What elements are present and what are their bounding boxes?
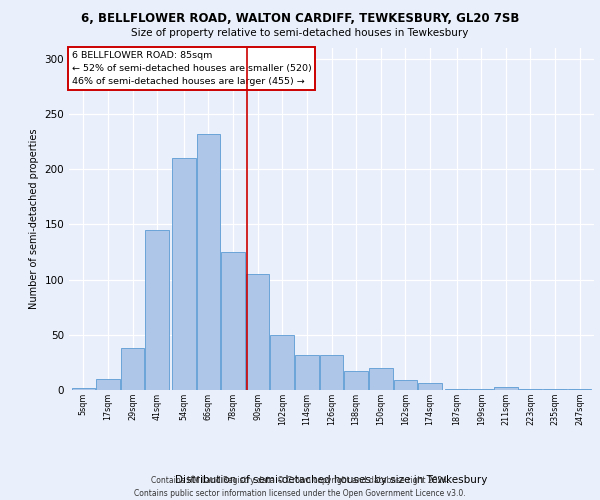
Text: Size of property relative to semi-detached houses in Tewkesbury: Size of property relative to semi-detach…: [131, 28, 469, 38]
Bar: [394, 380, 417, 390]
Text: 6, BELLFLOWER ROAD, WALTON CARDIFF, TEWKESBURY, GL20 7SB: 6, BELLFLOWER ROAD, WALTON CARDIFF, TEWK…: [81, 12, 519, 26]
Bar: [172, 158, 196, 390]
Bar: [121, 348, 145, 390]
Bar: [197, 134, 220, 390]
Bar: [518, 389, 542, 390]
Bar: [145, 230, 169, 390]
Y-axis label: Number of semi-detached properties: Number of semi-detached properties: [29, 128, 39, 309]
Bar: [271, 335, 294, 390]
Bar: [344, 371, 368, 390]
Bar: [418, 384, 442, 390]
Bar: [71, 388, 95, 390]
Text: Contains HM Land Registry data © Crown copyright and database right 2024.
Contai: Contains HM Land Registry data © Crown c…: [134, 476, 466, 498]
Bar: [295, 354, 319, 390]
Bar: [96, 379, 120, 390]
Bar: [568, 389, 592, 390]
X-axis label: Distribution of semi-detached houses by size in Tewkesbury: Distribution of semi-detached houses by …: [175, 476, 488, 486]
Text: 6 BELLFLOWER ROAD: 85sqm
← 52% of semi-detached houses are smaller (520)
46% of : 6 BELLFLOWER ROAD: 85sqm ← 52% of semi-d…: [71, 51, 311, 86]
Bar: [246, 274, 269, 390]
Bar: [369, 368, 392, 390]
Bar: [494, 386, 518, 390]
Bar: [445, 389, 469, 390]
Bar: [543, 389, 567, 390]
Bar: [469, 389, 493, 390]
Bar: [221, 252, 245, 390]
Bar: [320, 354, 343, 390]
